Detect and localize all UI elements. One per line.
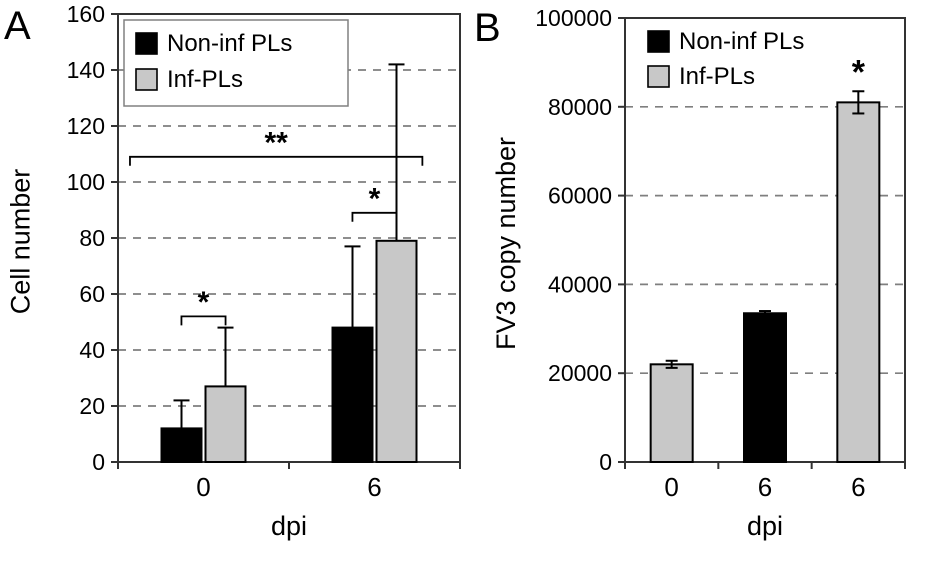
y-tick-label: 40 [79, 337, 105, 363]
y-tick-label: 0 [599, 449, 612, 475]
y-tick-label: 160 [67, 1, 105, 27]
y-tick-label: 60 [79, 281, 105, 307]
legend-swatch [135, 68, 158, 91]
y-tick-label: 80 [79, 225, 105, 251]
x-category-label: 0 [196, 472, 210, 502]
bar [836, 101, 881, 464]
y-tick-label: 40000 [548, 271, 612, 297]
x-category-label: 6 [758, 472, 772, 502]
x-category-label: 6 [851, 472, 865, 502]
y-tick-label: 80000 [548, 94, 612, 120]
y-tick-label: 120 [67, 113, 105, 139]
bar [331, 326, 374, 463]
significance-bracket [180, 315, 227, 326]
bar [743, 312, 787, 464]
legend-swatch [647, 30, 670, 53]
significance-star: * [369, 183, 381, 216]
panel-a-letter: A [4, 4, 31, 48]
legend-label: Inf-PLs [167, 66, 243, 93]
panel-b-chart: 0 20000 40000 60000 80000 100000 0 6 6 * Non-inf P… [535, 5, 906, 502]
y-tick-label: 140 [67, 57, 105, 83]
panel-b-x-axis-title: dpi [746, 511, 784, 541]
legend-label: Inf-PLs [679, 63, 755, 90]
bar [375, 239, 418, 463]
significance-bracket [129, 155, 424, 166]
y-tick-label: 20000 [548, 360, 612, 386]
x-category-label: 6 [367, 472, 381, 502]
legend-swatch [135, 32, 158, 55]
legend-label: Non-inf PLs [679, 28, 804, 55]
bar [160, 427, 203, 463]
y-tick-label: 60000 [548, 183, 612, 209]
significance-star: * [852, 53, 866, 91]
x-category-label: 0 [664, 472, 678, 502]
bar [204, 385, 247, 463]
legend-label: Non-inf PLs [167, 30, 292, 57]
legend-swatch [647, 65, 670, 88]
bar [649, 363, 694, 464]
panel-b-letter: B [474, 6, 501, 50]
y-tick-label: 100000 [535, 5, 612, 31]
significance-bracket [351, 211, 398, 222]
y-tick-label: 100 [67, 169, 105, 195]
y-tick-label: 20 [79, 393, 105, 419]
legend-box [123, 19, 349, 107]
panel-a-x-axis-title: dpi [270, 511, 308, 541]
significance-star: ** [264, 127, 288, 160]
significance-star: * [198, 286, 210, 319]
y-tick-label: 0 [92, 449, 105, 475]
